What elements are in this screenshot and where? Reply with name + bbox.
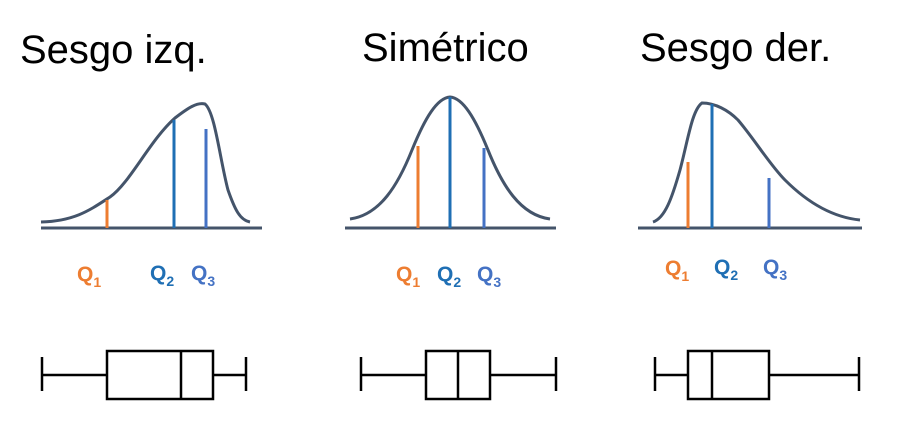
box-iqr — [686, 349, 771, 401]
boxplot — [40, 349, 248, 401]
q3-label: Q3 — [763, 256, 787, 283]
q2-label: Q2 — [150, 262, 174, 289]
density-curve — [652, 101, 861, 224]
q1-label: Q1 — [396, 263, 420, 290]
q3-label: Q3 — [191, 262, 215, 289]
panel-title: Sesgo izq. — [20, 28, 207, 72]
density-curve — [40, 102, 251, 224]
q1-label: Q1 — [77, 263, 101, 290]
panel-left-skew: Sesgo izq. Q1 Q2 Q3 — [20, 28, 262, 401]
panel-title: Simétrico — [362, 26, 529, 70]
q2-label: Q2 — [714, 256, 738, 283]
boxplot — [653, 349, 861, 401]
panel-title: Sesgo der. — [640, 26, 831, 70]
q3-label: Q3 — [477, 263, 501, 290]
box-iqr — [105, 349, 215, 401]
q2-label: Q2 — [437, 263, 461, 290]
q1-label: Q1 — [665, 257, 689, 284]
panel-symmetric: Simétrico Q1 Q2 Q3 — [345, 26, 558, 401]
panel-right-skew: Sesgo der. Q1 Q2 Q3 — [638, 26, 862, 401]
boxplot — [359, 349, 558, 401]
